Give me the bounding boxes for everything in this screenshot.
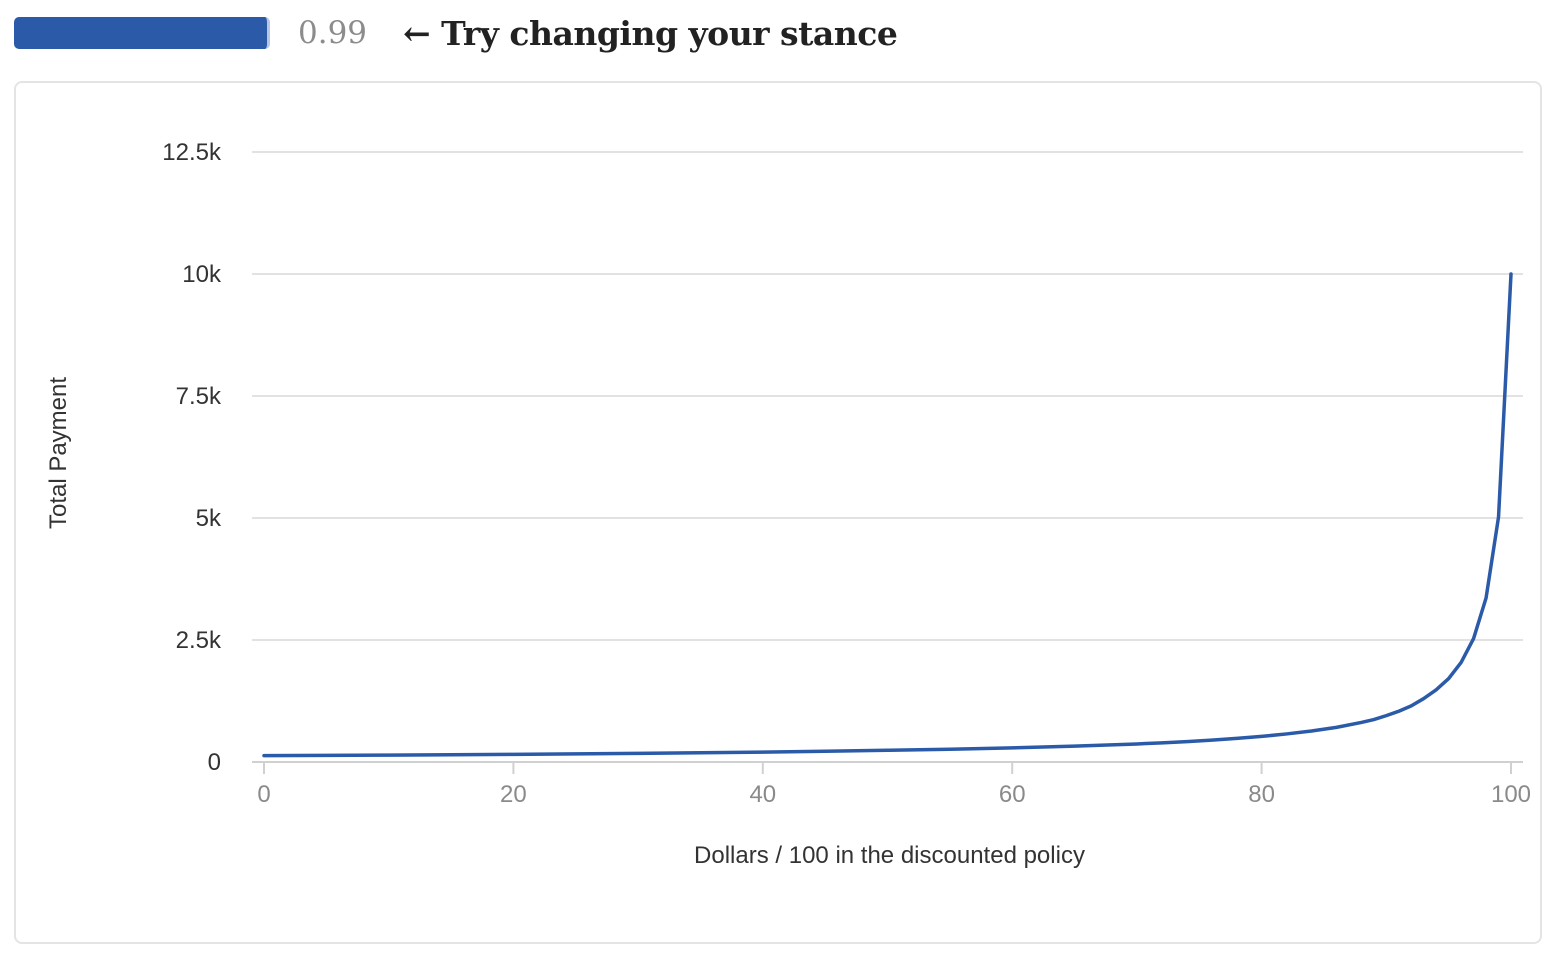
x-tick-label: 100 [1491,781,1531,808]
x-axis-ticks: 0 20 40 60 80 100 [257,762,1531,808]
y-axis-ticks: 0 2.5k 5k 7.5k 10k 12.5k [162,139,222,776]
hint-text: ← Try changing your stance [403,13,898,53]
y-axis-label: Total Payment [45,377,72,529]
x-axis-label: Dollars / 100 in the discounted policy [694,842,1085,869]
grid-lines [252,151,1523,641]
series-line [262,272,1513,758]
y-tick-label: 0 [208,749,221,776]
payment-chart: 0 2.5k 5k 7.5k 10k 12.5k 0 20 40 60 80 100 Dollars… [45,139,1531,869]
x-tick-label: 20 [500,781,527,808]
x-tick-label: 0 [257,781,270,808]
chart-card: 0 2.5k 5k 7.5k 10k 12.5k 0 20 40 60 80 100 Dollars… [14,81,1542,944]
x-tick-label: 60 [999,781,1026,808]
x-tick-label: 80 [1248,781,1275,808]
stance-slider[interactable] [14,17,270,49]
y-tick-label: 5k [196,505,222,532]
stance-controls: 0.99 ← Try changing your stance [14,13,898,53]
slider-value: 0.99 [298,15,368,51]
y-tick-label: 10k [182,261,222,288]
y-tick-label: 12.5k [162,139,222,166]
y-tick-label: 2.5k [176,627,222,654]
x-tick-label: 40 [749,781,776,808]
y-tick-label: 7.5k [176,383,222,410]
